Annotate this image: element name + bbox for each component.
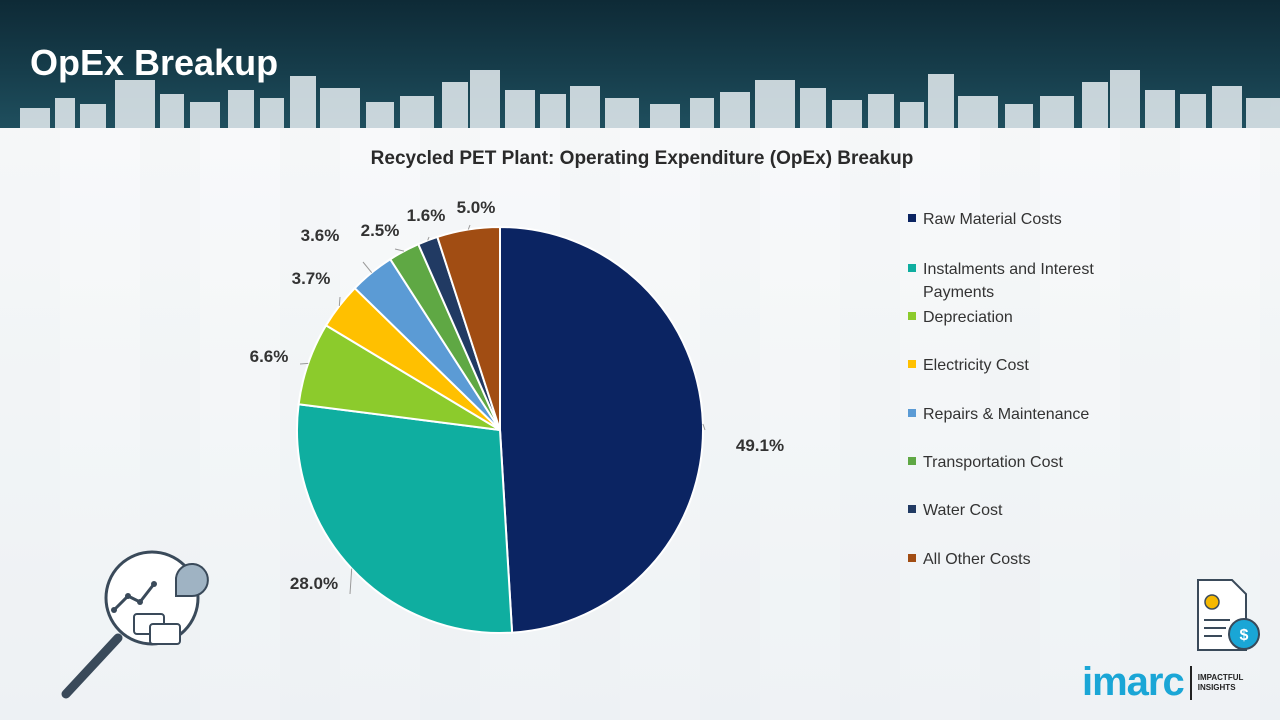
legend-swatch [908,264,916,272]
legend-label: Water Cost [923,502,1003,519]
leader-line-depreciation [299,362,309,365]
data-label-water-cost: 1.6% [407,206,446,225]
legend-label: Electricity Cost [923,357,1029,374]
cost-document-icon: $ [1197,579,1260,651]
legend-item-repairs-maintenance: Repairs & Maintenance [908,403,1143,426]
legend-item-instalments-and-interest-payments: Instalments and Interest Payments [908,258,1143,304]
pie-slice-all-other-costs [436,225,501,431]
data-label-depreciation: 6.6% [250,347,289,366]
header-banner: OpEx Breakup [0,0,1280,128]
svg-text:$: $ [1240,627,1249,644]
data-label-raw-material-costs: 49.1% [736,436,784,455]
legend-item-raw-material-costs: Raw Material Costs [908,208,1143,231]
leader-line-transportation-cost [394,248,405,252]
skyline-graphic [20,70,1280,128]
page-title: OpEx Breakup [30,42,279,83]
leader-line-instalments-and-interest-payments [349,568,353,595]
legend-label: Raw Material Costs [923,211,1062,228]
legend-label: Transportation Cost [923,454,1063,471]
legend-item-water-cost: Water Cost [908,499,1143,522]
legend-label: Instalments and Interest Payments [923,261,1094,301]
logo-tagline: IMPACTFUL INSIGHTS [1198,673,1244,693]
legend-swatch [908,214,916,222]
legend-label: Repairs & Maintenance [923,406,1090,423]
legend-swatch [908,554,916,562]
leader-line-water-cost [427,236,430,241]
pie-slice-instalments-and-interest-payments [296,403,514,634]
data-label-transportation-cost: 2.5% [361,221,400,240]
leader-line-electricity-cost [338,296,341,306]
legend-swatch [908,409,916,417]
logo-wordmark: imarc [1082,660,1185,704]
pie-slice-raw-material-costs [499,225,704,634]
logo-tagline-1: IMPACTFUL [1197,672,1244,682]
legend-label: Depreciation [923,309,1013,326]
leader-line-all-other-costs [467,224,471,230]
legend-item-transportation-cost: Transportation Cost [908,451,1143,474]
chart-title: Recycled PET Plant: Operating Expenditur… [370,148,914,169]
legend-item-electricity-cost: Electricity Cost [908,354,1143,377]
logo-tagline-2: INSIGHTS [1197,682,1236,692]
leader-line-raw-material-costs [702,423,706,431]
legend-swatch [908,505,916,513]
logo-divider [1189,665,1192,700]
data-label-repairs-maintenance: 3.6% [301,226,340,245]
leader-line-repairs-maintenance [362,261,373,274]
data-label-electricity-cost: 3.7% [292,269,331,288]
legend-swatch [908,457,916,465]
data-label-instalments-and-interest-payments: 28.0% [290,574,338,593]
legend-label: All Other Costs [923,551,1031,568]
imarc-logo: imarc IMPACTFUL INSIGHTS [1082,660,1243,705]
legend-swatch [908,312,916,320]
magnifier-chart-icon [61,550,209,699]
legend-swatch [908,360,916,368]
legend-item-depreciation: Depreciation [908,306,1143,329]
legend-item-all-other-costs: All Other Costs [908,548,1143,571]
data-label-all-other-costs: 5.0% [457,198,496,217]
